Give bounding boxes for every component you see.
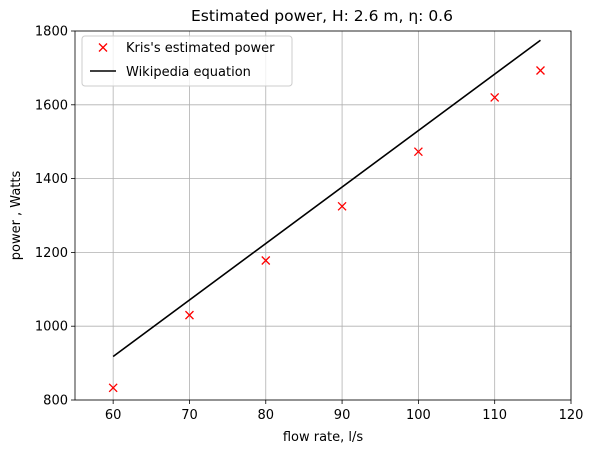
data-point-x-marker <box>337 201 347 211</box>
estimated-power-series <box>108 66 545 393</box>
y-tick-label: 1000 <box>35 320 68 335</box>
x-tick-label: 100 <box>406 408 431 423</box>
wikipedia-equation-line <box>112 39 541 358</box>
wikipedia-equation-series <box>112 39 541 358</box>
data-point-x-marker <box>108 383 118 393</box>
y-tick-label: 800 <box>43 394 68 409</box>
data-point-x-marker <box>261 256 271 265</box>
y-axis-label: power , Watts <box>9 171 24 261</box>
legend-x-marker <box>98 43 108 52</box>
legend-label-estimated-power: Kris's estimated power <box>126 41 275 56</box>
axis-ticks: 60 70 80 90 100 110 120 800 1000 1200 1400 1600 1800 <box>35 25 584 424</box>
data-point-x-marker <box>490 92 500 102</box>
y-tick-label: 1400 <box>35 172 68 187</box>
data-point-x-marker <box>413 147 423 157</box>
x-tick-label: 90 <box>334 408 351 423</box>
x-tick-label: 60 <box>105 408 122 423</box>
y-tick-label: 1800 <box>35 25 68 40</box>
legend: Kris's estimated power Wikipedia equatio… <box>81 35 293 87</box>
x-axis-label: flow rate, l/s <box>283 430 364 445</box>
x-tick-label: 80 <box>257 408 274 423</box>
data-point-x-marker <box>536 66 545 75</box>
legend-label-wikipedia-equation: Wikipedia equation <box>126 65 251 80</box>
x-tick-label: 120 <box>559 408 584 423</box>
y-tick-label: 1200 <box>35 246 68 261</box>
data-point-x-marker <box>185 310 194 320</box>
x-tick-label: 70 <box>181 408 198 423</box>
legend-marker-x <box>98 43 108 52</box>
x-tick-label: 110 <box>482 408 507 423</box>
plot-frame <box>74 30 572 401</box>
y-tick-label: 1600 <box>35 98 68 113</box>
chart-title: Estimated power, H: 2.6 m, η: 0.6 <box>191 7 453 25</box>
legend-box <box>81 35 293 87</box>
